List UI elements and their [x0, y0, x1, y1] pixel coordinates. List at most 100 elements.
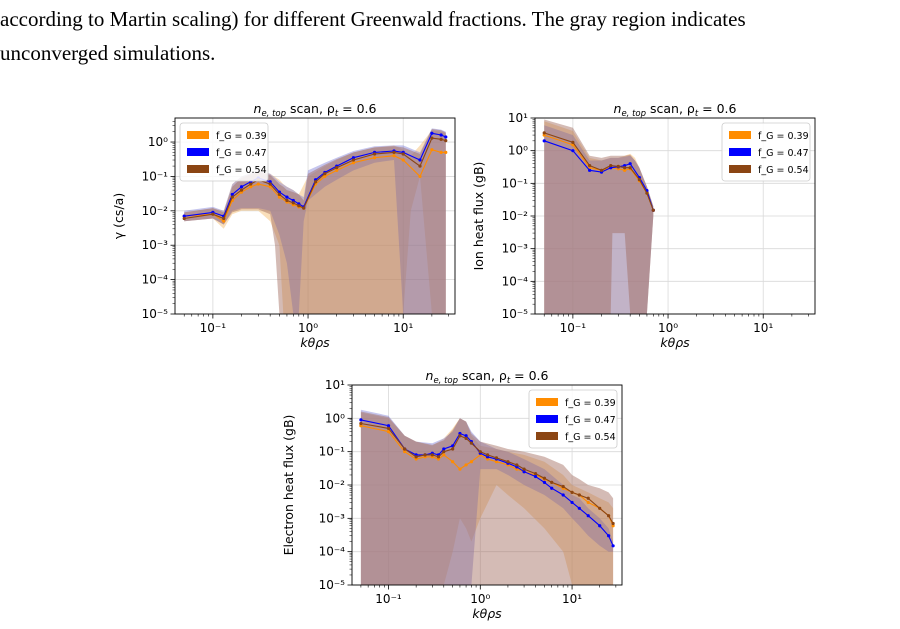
- data-point: [403, 447, 407, 451]
- data-point: [522, 467, 526, 471]
- x-tick-label: 10⁰: [658, 321, 678, 335]
- y-tick-label: 10⁻⁵: [502, 307, 529, 321]
- data-point: [222, 216, 226, 221]
- legend-label-3: f_G = 0.54: [565, 432, 616, 443]
- data-point: [458, 434, 462, 438]
- uncertainty-bands: [544, 119, 654, 314]
- data-point: [285, 198, 289, 203]
- data-point: [651, 208, 655, 212]
- data-point: [359, 421, 363, 426]
- x-tick-label: 10⁻¹: [560, 321, 587, 335]
- data-point: [606, 514, 611, 518]
- data-point: [623, 166, 627, 170]
- data-point: [550, 480, 554, 484]
- data-point: [469, 441, 474, 445]
- data-point: [458, 467, 462, 471]
- data-point: [515, 463, 519, 467]
- data-point: [628, 166, 632, 170]
- caption-line-2: unconverged simulations.: [0, 41, 216, 65]
- legend-swatch-1: [729, 131, 751, 139]
- data-point: [291, 198, 295, 203]
- data-point: [372, 156, 377, 160]
- y-axis-label: γ (cs/a): [111, 193, 126, 239]
- data-point: [351, 156, 356, 160]
- data-point: [335, 166, 339, 170]
- data-point: [458, 431, 462, 436]
- x-tick-label: 10⁰: [298, 321, 318, 335]
- data-point: [430, 453, 434, 457]
- ticks: 10⁻¹ 10⁰ 10¹ 10⁻⁵ 10⁻⁴ 10⁻³ 10⁻² 10⁻¹ 10⁰ 10¹: [319, 378, 617, 606]
- data-point: [418, 174, 422, 179]
- legend: f_G = 0.39 f_G = 0.47 f_G = 0.54: [721, 122, 811, 182]
- y-tick-label: 10⁻¹: [319, 445, 346, 459]
- legend-label-1: f_G = 0.39: [216, 131, 267, 142]
- data-point: [542, 131, 546, 135]
- x-tick-label: 10⁻¹: [200, 321, 227, 335]
- y-tick-label: 10¹: [508, 111, 528, 125]
- data-point: [442, 447, 446, 451]
- x-axis-label: kθρs: [660, 335, 690, 350]
- data-point: [418, 164, 422, 168]
- data-point: [623, 168, 627, 172]
- data-point: [494, 460, 499, 464]
- data-point: [571, 140, 575, 144]
- data-point: [542, 480, 547, 484]
- legend-swatch-1: [536, 398, 558, 406]
- y-tick-label: 10⁻²: [502, 209, 529, 223]
- y-tick-label: 10⁻¹: [142, 169, 169, 183]
- data-point: [588, 168, 592, 172]
- data-point: [403, 450, 407, 454]
- data-point: [323, 174, 327, 179]
- uncertainty-band-3: [544, 119, 654, 314]
- y-tick-label: 10⁻³: [502, 242, 529, 256]
- legend-swatch-3: [729, 165, 751, 173]
- data-point: [586, 514, 590, 518]
- y-tick-label: 10⁻⁵: [142, 307, 169, 321]
- legend: f_G = 0.39 f_G = 0.47 f_G = 0.54: [528, 389, 618, 449]
- data-point: [182, 214, 186, 218]
- data-point: [277, 195, 281, 199]
- x-tick-label: 10¹: [562, 592, 582, 606]
- data-point: [522, 470, 526, 474]
- data-point: [386, 424, 391, 428]
- data-point: [598, 506, 602, 510]
- data-point: [570, 490, 574, 494]
- data-point: [268, 180, 272, 184]
- data-point: [439, 150, 443, 154]
- data-point: [222, 219, 226, 223]
- plot-title: ne, top scan, ρt = 0.6: [426, 368, 549, 386]
- series-line-3: [360, 422, 614, 524]
- y-tick-label: 10⁰: [325, 411, 345, 425]
- legend-label-3: f_G = 0.54: [758, 165, 809, 176]
- y-tick-label: 10⁻²: [142, 204, 169, 218]
- data-point: [386, 426, 391, 430]
- data-point: [494, 456, 499, 460]
- y-tick-label: 10⁻⁴: [142, 273, 169, 287]
- caption-line-1: according to Martin scaling) for differe…: [0, 7, 746, 31]
- x-tick-label: 10⁰: [470, 592, 490, 606]
- data-point: [478, 450, 482, 454]
- data-point: [515, 467, 519, 471]
- legend-label-2: f_G = 0.47: [216, 148, 267, 159]
- legend: f_G = 0.39 f_G = 0.47 f_G = 0.54: [179, 122, 269, 182]
- data-point: [430, 136, 434, 140]
- y-tick-label: 10⁻³: [319, 511, 346, 525]
- y-tick-label: 10⁻⁴: [319, 545, 346, 559]
- y-tick-label: 10⁻²: [319, 478, 346, 492]
- data-point: [313, 180, 318, 184]
- legend-label-1: f_G = 0.39: [565, 398, 616, 409]
- data-point: [542, 133, 546, 137]
- data-point: [277, 192, 281, 197]
- data-point: [451, 447, 455, 451]
- data-point: [239, 185, 244, 189]
- data-point: [609, 166, 613, 170]
- legend-swatch-3: [536, 432, 558, 440]
- data-series: [359, 418, 615, 548]
- data-point: [351, 161, 356, 165]
- data-point: [464, 436, 468, 441]
- data-point: [392, 154, 396, 158]
- data-point: [444, 139, 448, 143]
- x-tick-label: 10⁻¹: [375, 592, 402, 606]
- data-point: [588, 166, 592, 170]
- x-axis-label: kθρs: [300, 335, 330, 350]
